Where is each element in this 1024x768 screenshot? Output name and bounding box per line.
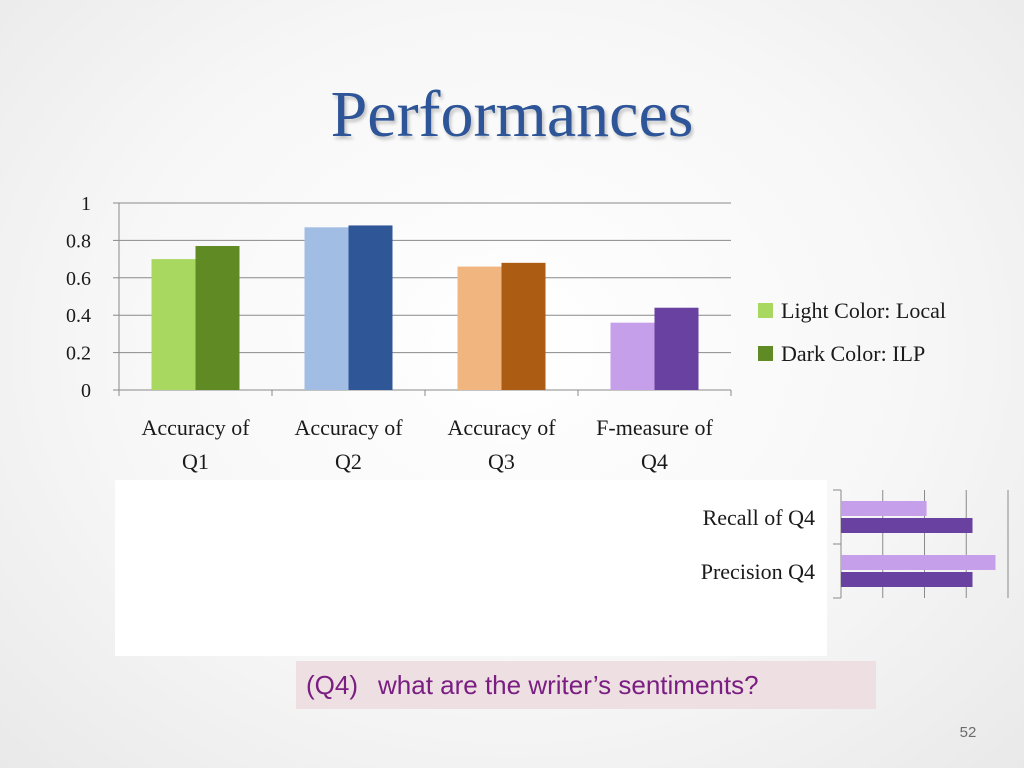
x-category-label: Accuracy of (294, 415, 403, 440)
question-tag: (Q4) (306, 670, 358, 700)
chart-panel-background (115, 480, 827, 656)
hbar-ilp (841, 572, 973, 587)
x-category-label: Q3 (488, 449, 515, 474)
y-tick-label: 0 (81, 380, 91, 402)
y-tick-label: 1 (81, 193, 91, 215)
bar-ilp (348, 225, 393, 390)
page-number: 52 (959, 724, 977, 741)
bar-ilp (501, 262, 546, 390)
y-tick-label: 0.8 (66, 230, 91, 252)
x-category-label: Q1 (182, 449, 209, 474)
x-category-label: F-measure of (596, 415, 713, 440)
legend-label-local: Light Color: Local (781, 298, 946, 323)
h-category-label: Recall of Q4 (703, 505, 815, 530)
bar-ilp (654, 307, 699, 390)
y-tick-label: 0.2 (66, 343, 91, 365)
y-tick-label: 0.4 (66, 305, 91, 327)
x-category-label: Accuracy of (447, 415, 556, 440)
bar-local (457, 266, 502, 390)
hbar-ilp (841, 518, 973, 533)
legend-swatch-ilp (758, 346, 773, 361)
x-category-label: Accuracy of (141, 415, 250, 440)
question-box: (Q4) what are the writer’s sentiments? (296, 661, 876, 709)
legend-swatch-local (758, 303, 773, 318)
bar-local (610, 322, 655, 390)
hbar-local (841, 501, 927, 516)
bar-local (151, 259, 196, 390)
bar-local (304, 227, 349, 390)
x-category-label: Q4 (641, 449, 668, 474)
h-category-label: Precision Q4 (701, 559, 815, 584)
hbar-local (841, 555, 996, 570)
y-tick-label: 0.6 (66, 268, 91, 290)
question-text: what are the writer’s sentiments? (378, 670, 759, 700)
legend-label-ilp: Dark Color: ILP (781, 341, 925, 366)
x-category-label: Q2 (335, 449, 362, 474)
bar-ilp (195, 246, 240, 390)
slide-title: Performances (330, 78, 694, 151)
